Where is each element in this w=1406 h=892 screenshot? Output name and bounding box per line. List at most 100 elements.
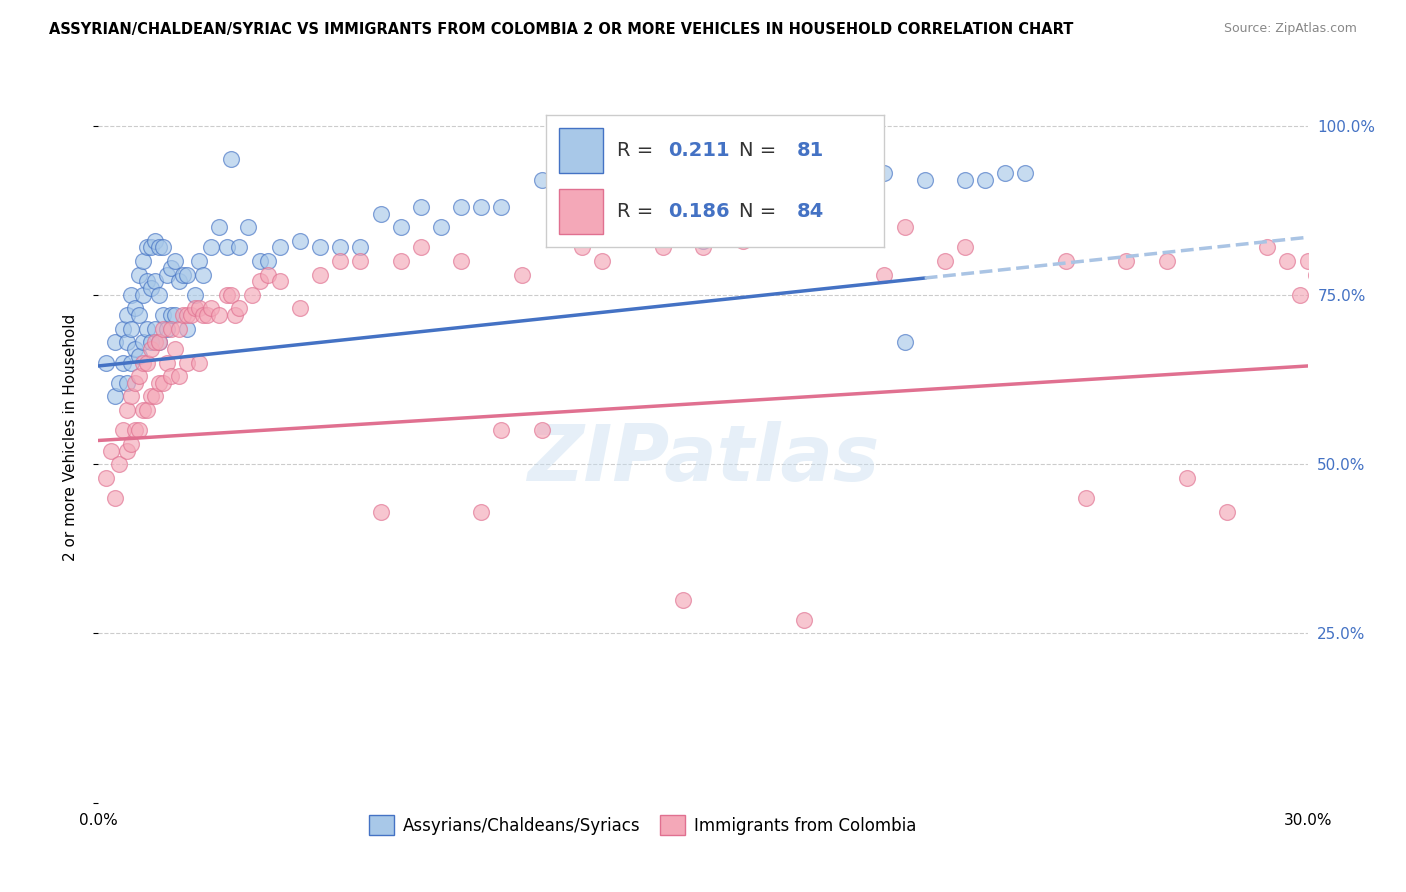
Point [139,335,162,350]
Point [1156,254,1178,268]
Point [470,505,492,519]
Point [470,200,492,214]
Point [160,260,183,275]
Point [994,166,1017,180]
Point [228,240,250,254]
Point [288,234,311,248]
Point [329,254,352,268]
Point [1277,254,1299,268]
Point [160,308,183,322]
Point [530,172,553,186]
Point [139,389,162,403]
Point [163,308,186,322]
Point [132,288,155,302]
Point [974,172,997,186]
Point [349,254,371,268]
Point [103,335,125,350]
Point [135,240,157,254]
Point [167,274,190,288]
Point [510,268,533,282]
Text: ZIPatlas: ZIPatlas [527,421,879,497]
Point [217,240,239,254]
Point [793,613,815,627]
Point [163,342,186,356]
Point [124,342,146,356]
Point [772,186,794,201]
Point [1054,254,1077,268]
Point [128,349,150,363]
Point [124,423,146,437]
Point [672,592,695,607]
Point [236,220,259,235]
Point [96,355,118,369]
Point [491,423,513,437]
Point [188,254,211,268]
Point [370,505,392,519]
Point [269,274,291,288]
Point [530,423,553,437]
Point [221,288,243,302]
Point [120,322,142,336]
Point [124,376,146,390]
Point [240,288,263,302]
Point [651,240,673,254]
Point [269,240,291,254]
Point [107,376,129,390]
Point [873,166,896,180]
Point [1014,166,1036,180]
Point [953,240,976,254]
Point [813,186,835,201]
Point [591,254,613,268]
Point [143,234,166,248]
Point [111,322,134,336]
Point [143,335,166,350]
Point [612,186,634,201]
Point [914,172,936,186]
Point [148,335,170,350]
Point [389,254,412,268]
Point [152,322,174,336]
Point [115,335,138,350]
Point [1175,471,1198,485]
Point [571,172,593,186]
Point [188,355,211,369]
Point [176,308,198,322]
Point [221,153,243,167]
Point [143,322,166,336]
Point [793,186,815,201]
Point [100,443,122,458]
Point [208,220,231,235]
Point [571,240,593,254]
Point [148,376,170,390]
Point [228,301,250,316]
Point [934,254,956,268]
Point [156,322,179,336]
Point [148,288,170,302]
Point [156,268,179,282]
Point [120,288,142,302]
Point [139,281,162,295]
Point [329,240,352,254]
Point [1074,491,1097,505]
Point [132,254,155,268]
Point [180,308,202,322]
Point [193,308,215,322]
Point [111,423,134,437]
Point [120,389,142,403]
Point [176,322,198,336]
Point [172,308,194,322]
Point [1305,268,1327,282]
Point [167,369,190,384]
Point [143,389,166,403]
Point [115,308,138,322]
Point [120,355,142,369]
Point [1216,505,1239,519]
Point [733,234,755,248]
Point [1296,254,1319,268]
Point [111,355,134,369]
Point [172,268,194,282]
Point [135,355,157,369]
Point [115,403,138,417]
Point [148,240,170,254]
Text: ASSYRIAN/CHALDEAN/SYRIAC VS IMMIGRANTS FROM COLOMBIA 2 OR MORE VEHICLES IN HOUSE: ASSYRIAN/CHALDEAN/SYRIAC VS IMMIGRANTS F… [49,22,1074,37]
